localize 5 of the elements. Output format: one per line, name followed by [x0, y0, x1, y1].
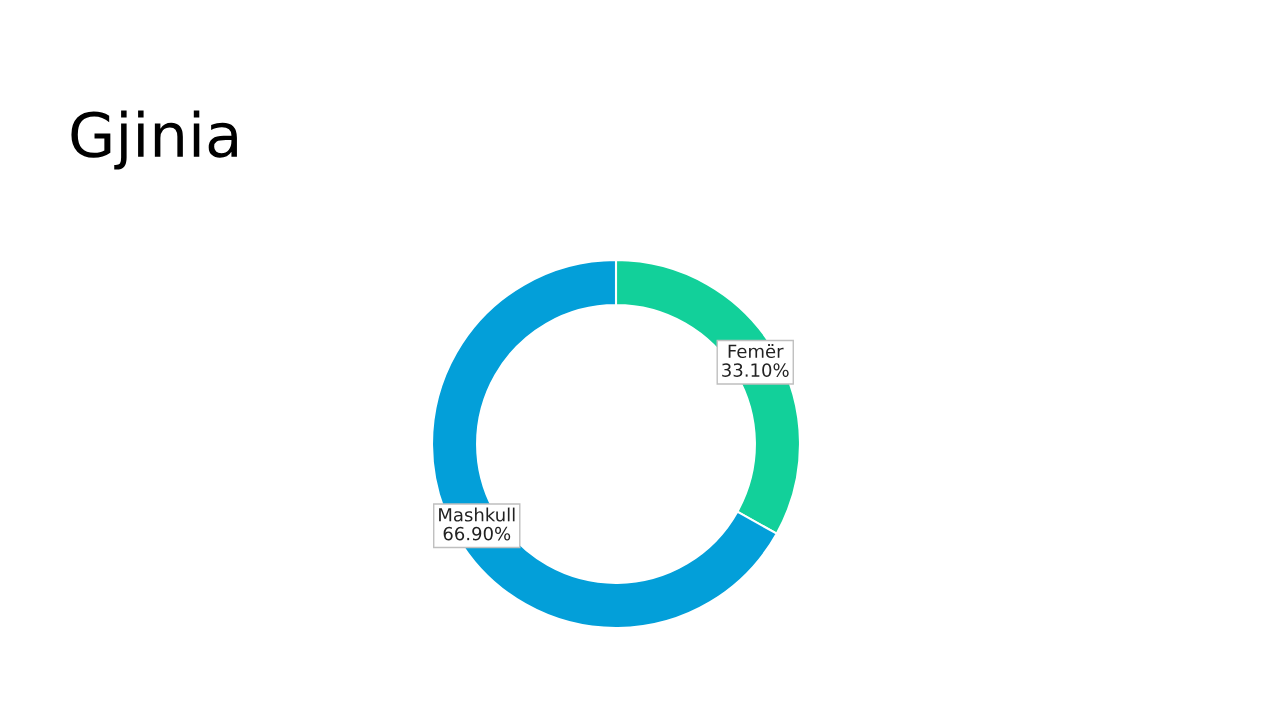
data-label: 66.90%: [443, 526, 511, 541]
slice-label: Femër: [728, 344, 784, 359]
slice-label: Mashkull: [439, 507, 515, 522]
data-label: 33.10%: [722, 363, 789, 377]
chart-title: Gjinia: [71, 110, 237, 170]
